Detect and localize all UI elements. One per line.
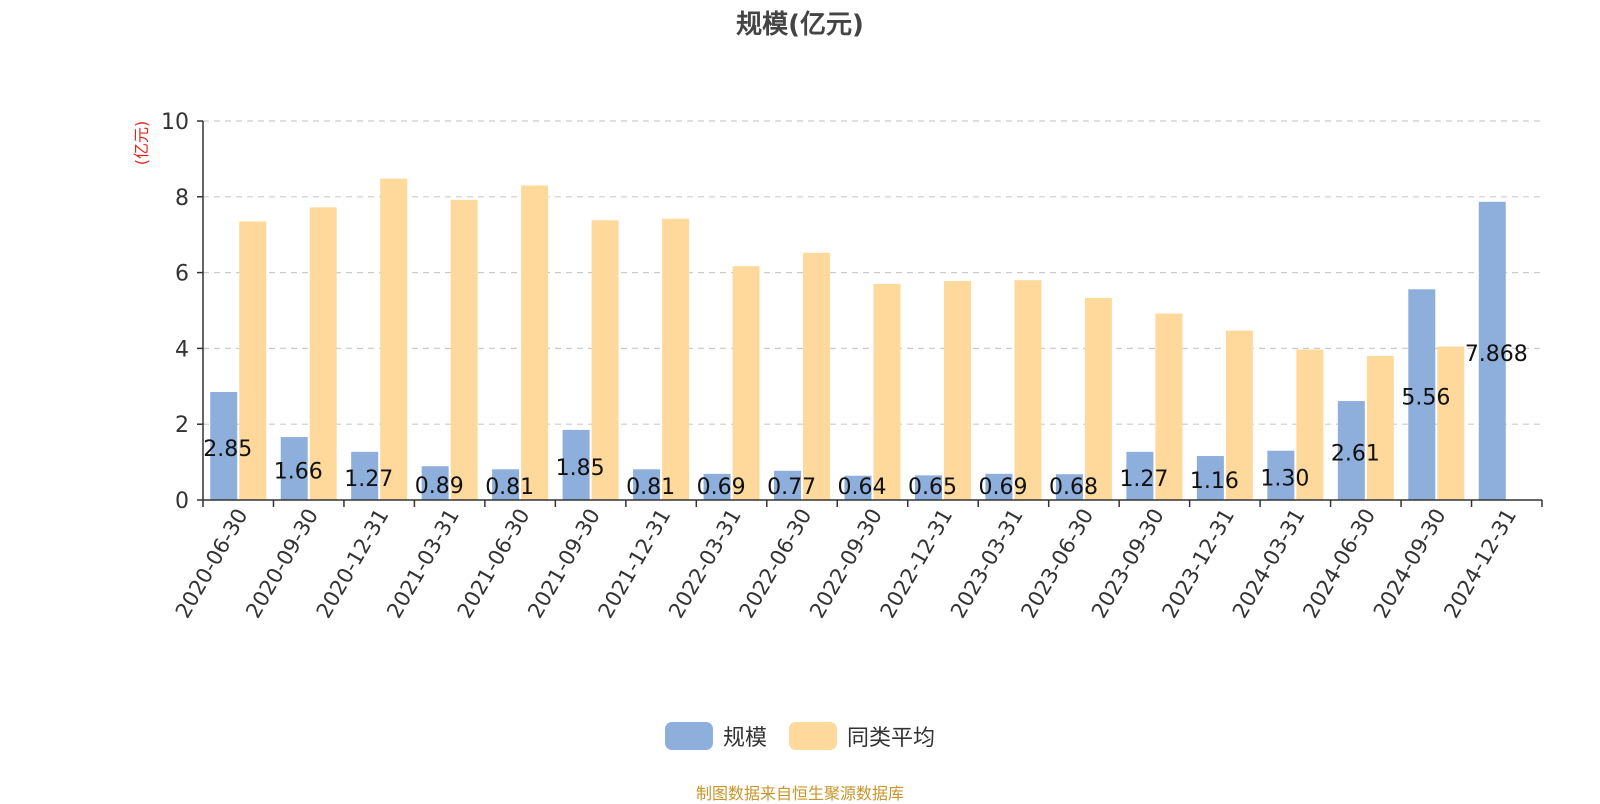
- bar-scale[interactable]: [1267, 450, 1295, 500]
- bar-peer-average[interactable]: [239, 221, 267, 500]
- bar-scale[interactable]: [774, 470, 802, 500]
- x-tick-label: 2024-12-31: [1439, 505, 1521, 623]
- data-label: 0.69: [697, 475, 746, 500]
- y-tick-label: 8: [175, 186, 189, 211]
- source-note: 制图数据来自恒生聚源数据库: [695, 784, 904, 803]
- x-tick-label: 2021-12-31: [594, 505, 676, 623]
- data-label: 2.61: [1331, 442, 1380, 467]
- bar-peer-average[interactable]: [943, 280, 971, 500]
- bar-scale[interactable]: [1478, 201, 1506, 500]
- data-label: 5.56: [1401, 386, 1450, 411]
- legend-label-scale: 规模: [722, 726, 767, 751]
- bar-scale[interactable]: [1408, 289, 1436, 500]
- data-label: 0.77: [767, 475, 816, 500]
- axes: 02468102020-06-302020-09-302020-12-31202…: [161, 110, 1543, 623]
- bar-peer-average[interactable]: [309, 207, 337, 501]
- data-label: 0.69: [979, 475, 1028, 500]
- x-tick-label: 2023-12-31: [1157, 505, 1239, 623]
- x-tick-label: 2023-09-30: [1087, 505, 1169, 623]
- bar-peer-average[interactable]: [1225, 330, 1253, 500]
- data-label: 2.85: [203, 437, 252, 462]
- x-tick-label: 2023-06-30: [1016, 505, 1098, 623]
- bar-peer-average[interactable]: [1155, 313, 1183, 500]
- x-tick-label: 2024-03-31: [1228, 505, 1310, 623]
- bars: [210, 178, 1506, 501]
- y-axis-label: (亿元): [132, 121, 151, 166]
- data-label: 0.64: [838, 475, 887, 500]
- x-tick-label: 2024-06-30: [1298, 505, 1380, 623]
- x-tick-label: 2021-09-30: [523, 505, 605, 623]
- x-tick-label: 2021-03-31: [382, 505, 464, 623]
- data-label: 1.66: [274, 460, 323, 485]
- y-tick-label: 6: [175, 262, 189, 287]
- bar-peer-average[interactable]: [521, 185, 549, 500]
- data-label: 0.89: [415, 474, 464, 499]
- bar-scale[interactable]: [1126, 451, 1154, 500]
- data-label: 1.27: [1119, 467, 1168, 492]
- data-label: 1.85: [556, 456, 605, 481]
- bar-peer-average[interactable]: [873, 283, 901, 500]
- x-tick-label: 2024-09-30: [1369, 505, 1451, 623]
- x-tick-label: 2020-09-30: [241, 505, 323, 623]
- bar-peer-average[interactable]: [450, 199, 478, 500]
- x-tick-label: 2023-03-31: [946, 505, 1028, 623]
- legend-label-peer-average: 同类平均: [847, 726, 936, 751]
- bar-scale[interactable]: [633, 469, 661, 500]
- x-tick-label: 2021-06-30: [453, 505, 535, 623]
- bar-scale[interactable]: [1337, 401, 1365, 500]
- chart-title: 规模(亿元): [736, 10, 864, 40]
- data-label: 1.30: [1260, 466, 1309, 491]
- bar-scale[interactable]: [351, 451, 379, 500]
- x-tick-label: 2020-12-31: [312, 505, 394, 623]
- x-tick-label: 2022-06-30: [735, 505, 817, 623]
- bar-peer-average[interactable]: [1366, 355, 1394, 500]
- legend: 规模 同类平均: [0, 720, 1600, 752]
- y-tick-label: 10: [161, 110, 189, 135]
- legend-item-peer-average[interactable]: 同类平均: [789, 720, 935, 752]
- x-tick-label: 2020-06-30: [171, 505, 253, 623]
- data-label: 7.868: [1465, 342, 1528, 367]
- legend-swatch-scale: [664, 722, 713, 750]
- bar-scale[interactable]: [914, 475, 942, 500]
- bar-peer-average[interactable]: [1084, 297, 1112, 500]
- bar-peer-average[interactable]: [1014, 280, 1042, 500]
- bar-scale[interactable]: [421, 466, 449, 500]
- data-label: 0.81: [485, 475, 534, 500]
- bar-scale[interactable]: [1055, 474, 1083, 500]
- y-tick-label: 2: [175, 413, 189, 438]
- legend-swatch-peer-average: [789, 722, 837, 750]
- data-label: 1.27: [344, 467, 393, 492]
- y-tick-label: 0: [175, 489, 189, 514]
- bar-peer-average[interactable]: [732, 266, 760, 500]
- bar-peer-average[interactable]: [803, 252, 831, 500]
- bar-peer-average[interactable]: [591, 220, 619, 500]
- bar-scale[interactable]: [703, 473, 731, 500]
- x-tick-label: 2022-12-31: [875, 504, 957, 622]
- x-tick-label: 2022-09-30: [805, 505, 887, 623]
- bar-peer-average[interactable]: [1437, 346, 1465, 500]
- data-labels: 2.85 1.66 1.27 0.89 0.81 1.85 0.81 0.69 0.77 0.64…: [203, 342, 1528, 500]
- data-label: 0.65: [908, 475, 957, 500]
- x-tick-label: 2022-03-31: [664, 505, 746, 623]
- data-label: 0.68: [1049, 475, 1098, 500]
- bar-peer-average[interactable]: [1296, 349, 1324, 500]
- bar-scale[interactable]: [985, 473, 1013, 500]
- bar-scale[interactable]: [492, 469, 520, 500]
- bar-peer-average[interactable]: [380, 178, 408, 500]
- bar-scale[interactable]: [562, 429, 590, 500]
- bar-scale[interactable]: [1196, 456, 1224, 500]
- y-tick-label: 4: [175, 337, 189, 362]
- bar-peer-average[interactable]: [662, 218, 690, 501]
- data-label: 0.81: [626, 475, 675, 500]
- bar-scale[interactable]: [280, 437, 308, 500]
- bar-scale[interactable]: [210, 391, 238, 500]
- legend-item-scale[interactable]: 规模: [664, 720, 767, 752]
- data-label: 1.16: [1190, 469, 1239, 494]
- bar-scale[interactable]: [844, 475, 872, 500]
